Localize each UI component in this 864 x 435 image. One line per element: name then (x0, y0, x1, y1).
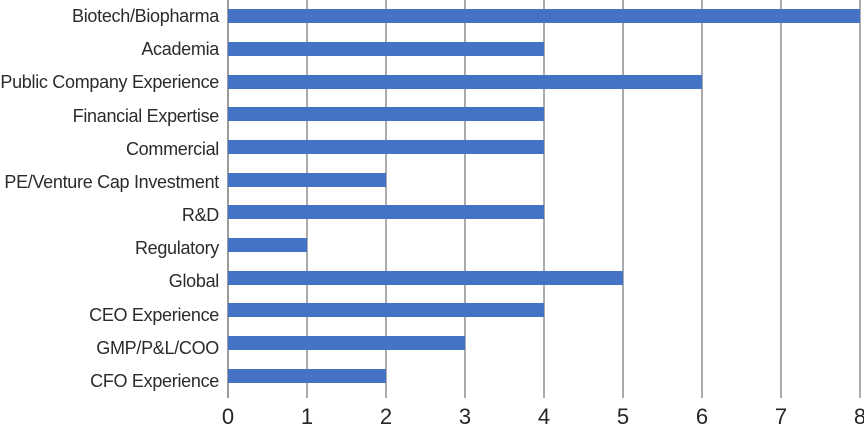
bar-series (228, 0, 860, 392)
category-label: PE/Venture Cap Investment (4, 171, 219, 192)
grid-line (543, 0, 545, 398)
bar (228, 238, 307, 253)
bar (228, 107, 544, 122)
bar (228, 9, 860, 24)
x-tick-label: 4 (537, 404, 551, 429)
bar-row (228, 359, 860, 392)
bar-row (228, 261, 860, 294)
bar (228, 303, 544, 318)
zero-grid-line (227, 0, 229, 398)
grid-line (701, 0, 703, 398)
bar (228, 172, 386, 187)
grid-line (859, 0, 861, 398)
x-tick-label: 8 (853, 404, 864, 429)
x-tick-label: 5 (616, 404, 630, 429)
x-tick-label: 1 (300, 404, 314, 429)
bar-row (228, 327, 860, 360)
category-axis: Biotech/Biopharma Academia Public Company … (0, 0, 228, 398)
bar-row (228, 163, 860, 196)
bar-row (228, 196, 860, 229)
bar (228, 368, 386, 383)
x-tick-label: 7 (774, 404, 788, 429)
grid-line (780, 0, 782, 398)
grid-line (464, 0, 466, 398)
category-label: Public Company Experience (0, 72, 219, 93)
category-label: R&D (181, 205, 219, 226)
grid-line (385, 0, 387, 398)
bar (228, 42, 544, 56)
bar-row (228, 0, 860, 33)
bar-row (228, 33, 860, 66)
category-label: Biotech/Biopharma (72, 6, 219, 27)
bar (228, 205, 544, 220)
bar-row (228, 294, 860, 327)
grid-line (622, 0, 624, 398)
x-tick-label: 3 (458, 404, 472, 429)
bar-row (228, 98, 860, 131)
category-label: Global (168, 271, 220, 292)
gridlines (227, 0, 861, 398)
category-label: Regulatory (134, 238, 219, 259)
category-label: CEO Experience (89, 304, 219, 325)
bar (228, 336, 465, 351)
value-axis: 0 1 2 3 4 5 6 7 8 (222, 398, 864, 435)
bar (228, 140, 544, 155)
plot-area (227, 0, 861, 398)
category-label: Academia (141, 39, 219, 60)
x-tick-label: 6 (695, 404, 709, 429)
category-label: GMP/P&L/COO (96, 337, 219, 358)
x-tick-label: 0 (221, 404, 235, 429)
bar-row (228, 131, 860, 164)
bar-row (228, 229, 860, 262)
grid-line (306, 0, 308, 398)
bar (228, 74, 702, 89)
category-label: Financial Expertise (72, 105, 220, 126)
category-label: CFO Experience (90, 370, 219, 391)
bar-row (228, 65, 860, 98)
category-label: Commercial (125, 138, 219, 159)
x-tick-label: 2 (379, 404, 393, 429)
bar (228, 270, 623, 285)
